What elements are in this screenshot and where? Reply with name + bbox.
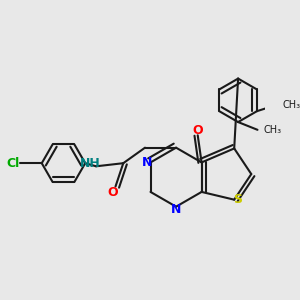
Text: CH₃: CH₃ (283, 100, 300, 110)
Text: Cl: Cl (6, 157, 20, 170)
Text: N: N (171, 203, 181, 216)
Text: O: O (192, 124, 203, 137)
Text: NH: NH (80, 157, 101, 170)
Text: N: N (141, 156, 152, 169)
Text: S: S (233, 193, 242, 206)
Text: CH₃: CH₃ (264, 125, 282, 135)
Text: O: O (107, 186, 118, 199)
